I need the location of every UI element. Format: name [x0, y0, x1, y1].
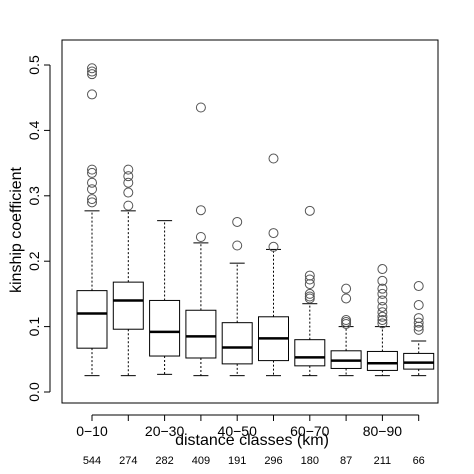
box-8	[330, 283, 362, 377]
count-label: 409	[192, 455, 210, 467]
outlier-point	[377, 283, 388, 294]
box-5	[221, 216, 253, 377]
box-10	[403, 281, 435, 377]
x-tick-label: 60−70	[290, 423, 330, 439]
x-tick-label: 80−90	[363, 423, 403, 439]
outlier-point	[304, 270, 315, 281]
outlier-point	[377, 264, 388, 275]
box-2	[112, 164, 144, 377]
outlier-point	[377, 275, 388, 286]
outlier-point	[304, 288, 315, 299]
outlier-point	[413, 300, 424, 311]
box-7	[294, 205, 326, 377]
count-label: 66	[413, 455, 425, 467]
box-body	[112, 281, 144, 330]
count-label: 211	[374, 455, 392, 467]
outlier-point	[87, 177, 97, 188]
box-body	[149, 299, 181, 357]
outlier-point	[341, 293, 352, 304]
outlier-point	[87, 164, 97, 175]
outlier-point	[195, 102, 206, 113]
box-6	[258, 153, 289, 377]
count-label: 191	[228, 455, 246, 467]
box-9	[366, 264, 398, 377]
plot-frame	[61, 39, 439, 404]
outlier-point	[377, 301, 388, 312]
outlier-point	[413, 321, 424, 332]
y-tick-label: 0.5	[26, 55, 42, 75]
y-tick-label: 0.4	[26, 120, 42, 140]
outlier-point	[232, 240, 243, 251]
outlier-point	[87, 184, 97, 195]
outlier-point	[232, 216, 243, 227]
outlier-point	[87, 69, 97, 80]
outlier-point	[341, 317, 352, 328]
outlier-point	[195, 205, 206, 216]
y-tick-label: 0.1	[26, 317, 42, 337]
outlier-point	[413, 317, 424, 328]
outlier-point	[377, 318, 388, 329]
outlier-point	[304, 205, 315, 216]
count-labels-group: 544 274 282 409 191 296 180 87 211 66	[83, 455, 425, 467]
outlier-point	[377, 295, 388, 306]
count-label: 544	[83, 455, 101, 467]
outlier-point	[123, 171, 134, 182]
y-axis-title: kinship coefficient	[8, 166, 25, 293]
outlier-point	[268, 241, 279, 252]
x-tick-label: 40−50	[218, 423, 258, 439]
box-3	[149, 220, 181, 375]
outlier-point	[87, 63, 97, 74]
box-1	[76, 63, 108, 377]
outlier-point	[377, 307, 388, 318]
outlier-point	[377, 311, 388, 322]
box-4	[185, 102, 217, 377]
count-label: 87	[340, 455, 352, 467]
outlier-point	[87, 66, 97, 77]
outlier-point	[304, 279, 315, 290]
count-label: 296	[264, 455, 282, 467]
outlier-point	[87, 167, 97, 178]
outlier-point	[123, 177, 134, 188]
box-body	[221, 322, 253, 365]
box-body	[185, 309, 217, 359]
outlier-point	[377, 288, 388, 299]
y-tick-label: 0.3	[26, 186, 42, 206]
count-label: 180	[301, 455, 319, 467]
box-body	[76, 290, 108, 349]
box-body	[403, 352, 435, 370]
count-label: 274	[119, 455, 137, 467]
outlier-point	[87, 197, 97, 208]
outlier-point	[304, 274, 315, 285]
outlier-point	[413, 324, 424, 335]
outlier-point	[413, 281, 424, 292]
y-tick-label: 0.2	[26, 251, 42, 271]
outlier-point	[268, 228, 279, 239]
outlier-point	[304, 293, 315, 304]
count-label: 282	[155, 455, 173, 467]
y-tick-label: 0.0	[26, 382, 42, 402]
outlier-point	[87, 194, 97, 205]
outlier-point	[341, 283, 352, 294]
outlier-point	[123, 164, 134, 175]
outlier-point	[377, 315, 388, 326]
outlier-point	[123, 200, 134, 211]
outlier-point	[341, 318, 352, 329]
x-axis-title: distance classes (km)	[175, 432, 329, 449]
outlier-point	[268, 153, 279, 164]
box-body	[366, 350, 398, 371]
outlier-point	[123, 187, 134, 198]
y-axis: 0.0 0.1 0.2 0.3 0.4 0.5	[26, 55, 51, 402]
outlier-point	[341, 315, 352, 326]
x-tick-label: 20−30	[145, 423, 185, 439]
box-body	[294, 339, 326, 367]
outlier-point	[87, 89, 97, 100]
outlier-point	[195, 232, 206, 243]
x-axis: 0−10 20−30 40−50 60−70 80−90	[76, 414, 420, 439]
boxes-group	[76, 63, 435, 377]
x-tick-label: 0−10	[76, 423, 108, 439]
